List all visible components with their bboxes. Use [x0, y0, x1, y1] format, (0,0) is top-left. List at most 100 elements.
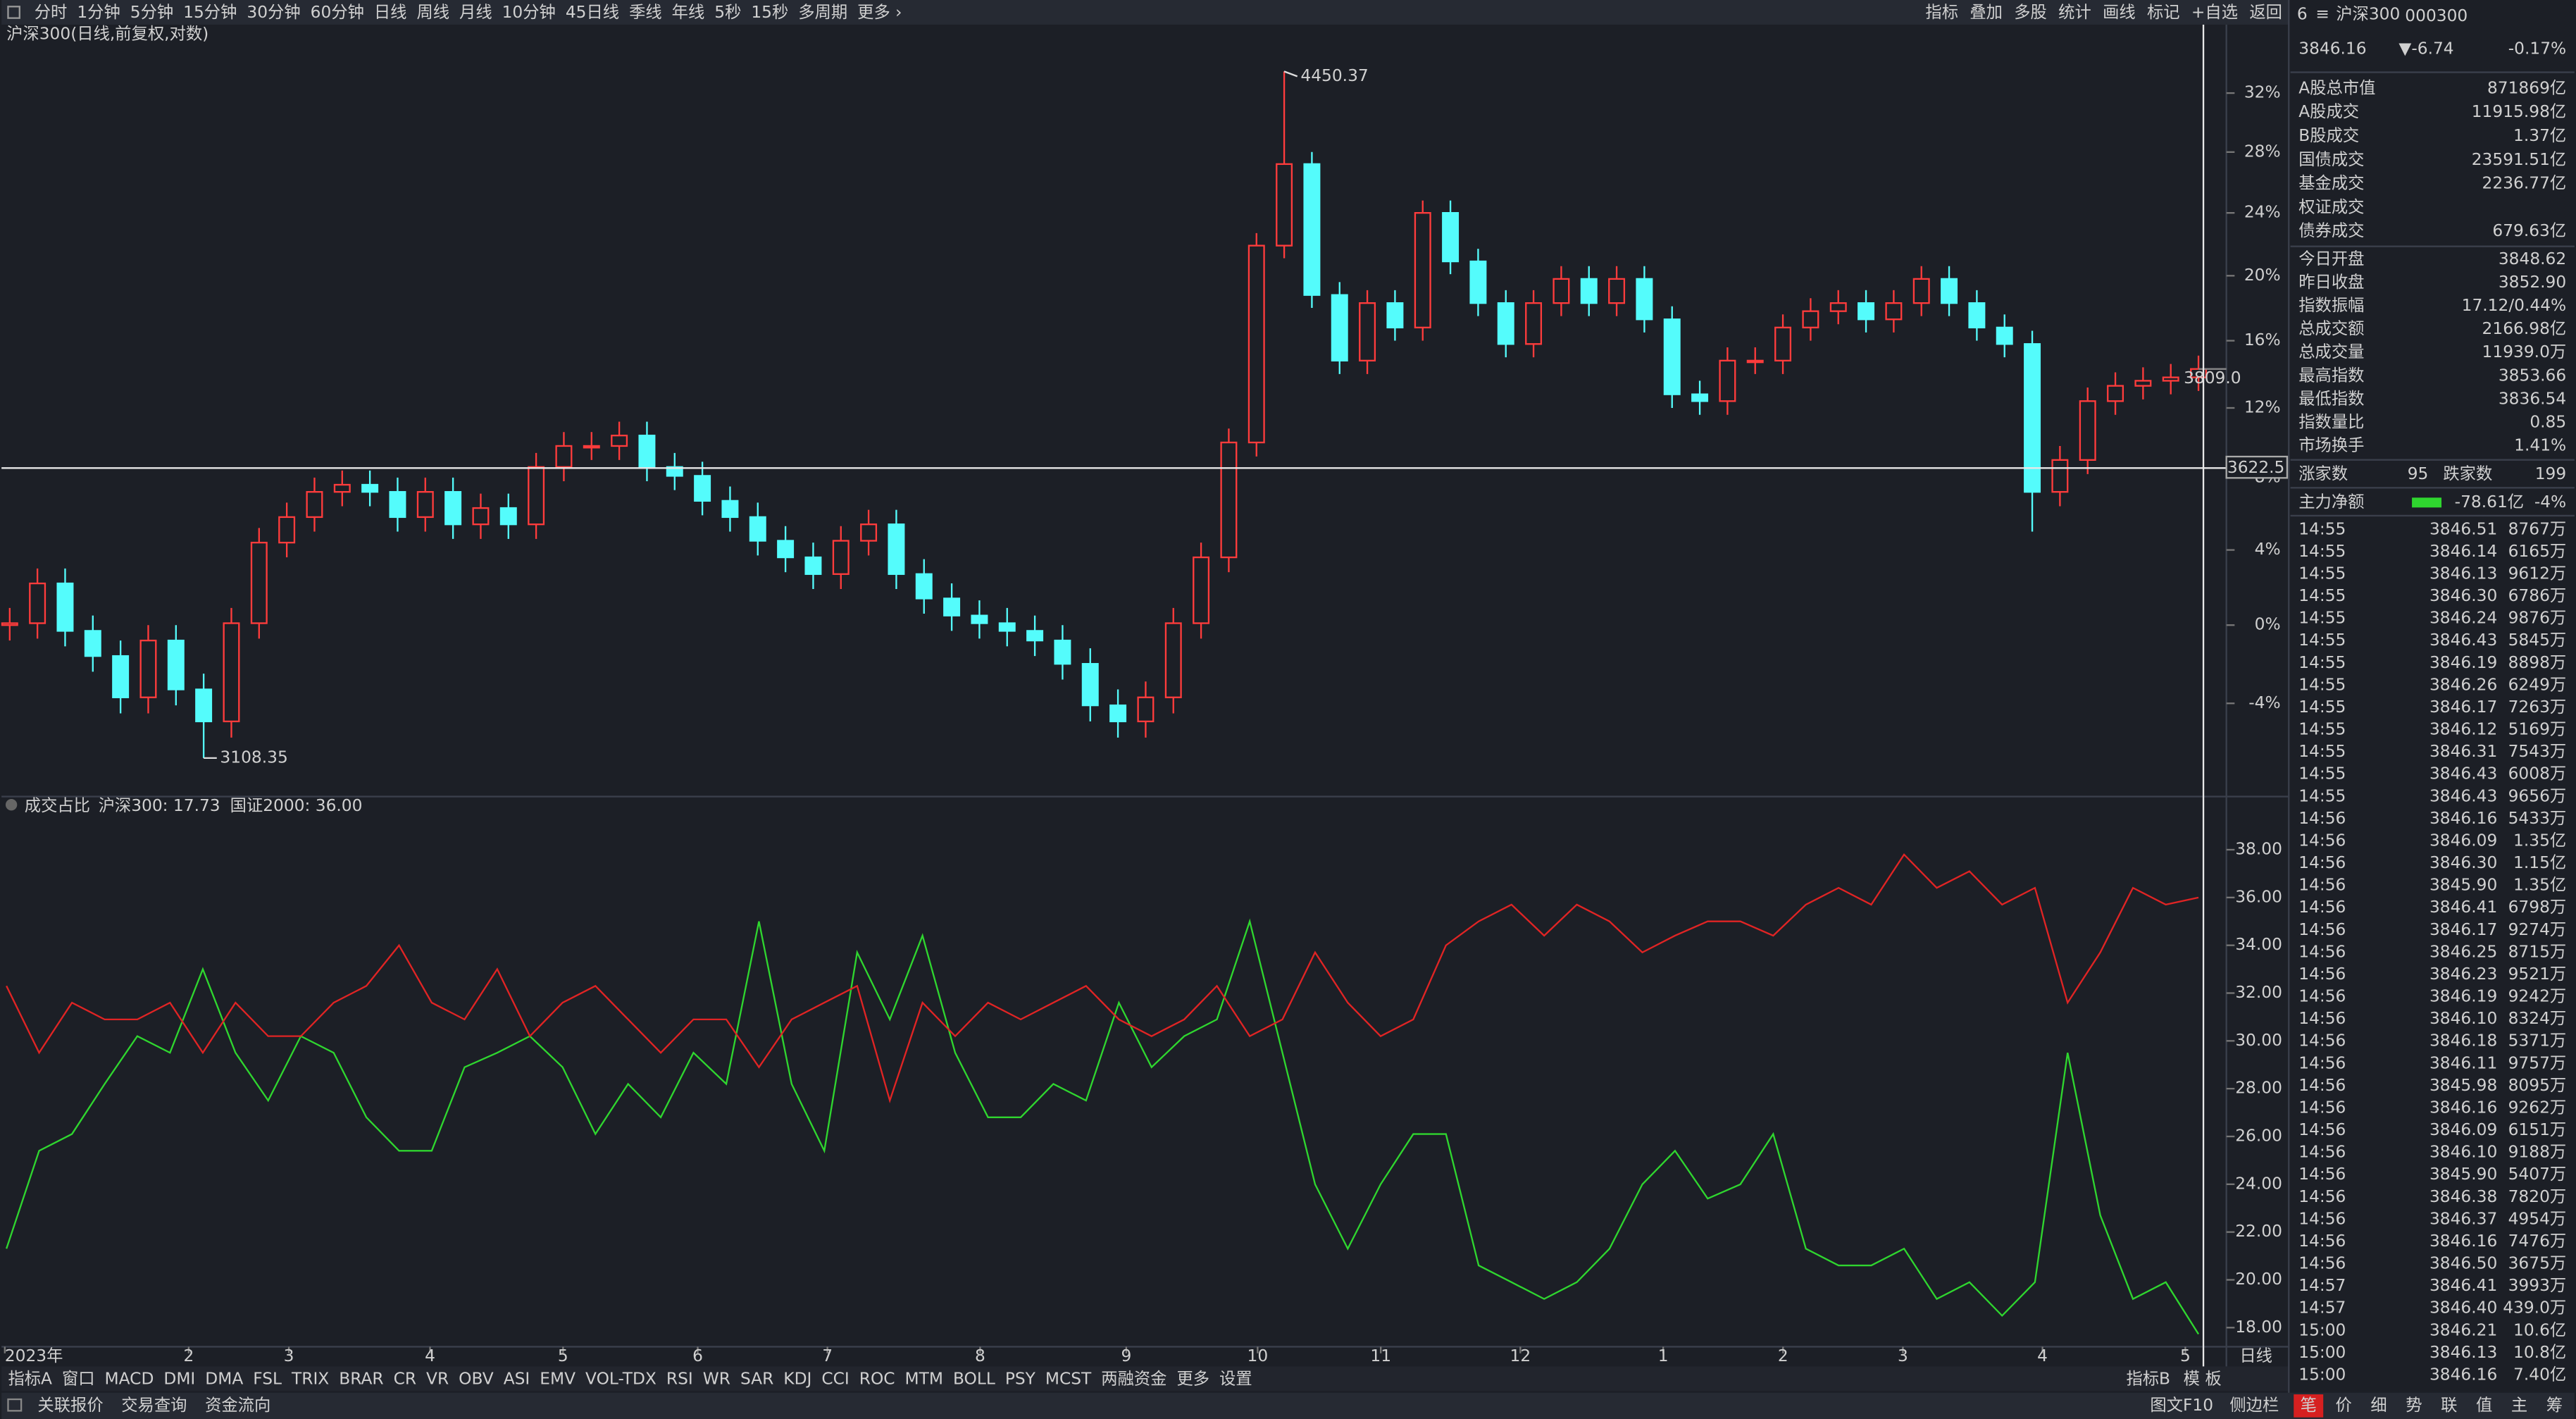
status-button[interactable]: 图文F10 — [2150, 1396, 2213, 1415]
indicator-tab[interactable]: VR — [426, 1370, 449, 1389]
tool-button[interactable]: 画线 — [2103, 3, 2136, 22]
indicator-tab[interactable]: 模 板 — [2184, 1370, 2222, 1389]
candle-body — [472, 507, 490, 526]
status-button[interactable]: 交易查询 — [121, 1396, 187, 1415]
tool-button[interactable]: +自选 — [2191, 3, 2238, 22]
indicator-tab[interactable]: RSI — [666, 1370, 693, 1389]
period-tab[interactable]: 45日线 — [566, 3, 619, 22]
status-button[interactable]: 资金流向 — [205, 1396, 270, 1415]
indicator-tab[interactable]: WR — [703, 1370, 730, 1389]
period-tab[interactable]: 季线 — [629, 3, 662, 22]
tick-time: 14:56 — [2298, 831, 2346, 850]
period-tab[interactable]: 周线 — [416, 3, 449, 22]
side-tab[interactable]: 值 — [2476, 1396, 2492, 1415]
indicator-tab[interactable]: CR — [394, 1370, 416, 1389]
period-tab[interactable]: 1分钟 — [77, 3, 120, 22]
tick-price: 3846.38 — [2429, 1187, 2497, 1206]
indicator-tab[interactable]: CCI — [821, 1370, 849, 1389]
tool-button[interactable]: 标记 — [2147, 3, 2180, 22]
candle-body — [2162, 376, 2179, 382]
period-tab[interactable]: 更多 › — [857, 3, 902, 22]
candle-body — [444, 490, 462, 526]
side-tab[interactable]: 价 — [2335, 1396, 2351, 1415]
last-price-label: 3809.0 — [2184, 368, 2241, 388]
stat-label: 指数量比 — [2298, 413, 2364, 432]
indicator-tab[interactable]: ROC — [859, 1370, 895, 1389]
indicator-tab[interactable]: FSL — [253, 1370, 282, 1389]
indicator-tab[interactable]: VOL-TDX — [585, 1370, 657, 1389]
period-tab[interactable]: 月线 — [459, 3, 492, 22]
candle-body — [2051, 459, 2069, 493]
candle-body — [1802, 310, 1819, 329]
period-tab[interactable]: 15秒 — [751, 3, 788, 22]
indicator-tab[interactable]: MACD — [105, 1370, 154, 1389]
candle-body — [1026, 630, 1044, 642]
period-tab[interactable]: 5秒 — [714, 3, 741, 22]
side-tab[interactable]: 势 — [2406, 1396, 2422, 1415]
candle-body — [1829, 302, 1847, 312]
period-tab[interactable]: 多周期 — [798, 3, 847, 22]
tick-time: 14:55 — [2298, 586, 2346, 605]
indicator-tab[interactable]: DMA — [205, 1370, 243, 1389]
candle-body — [499, 507, 517, 526]
tick-time: 14:56 — [2298, 1254, 2346, 1273]
flow-pct: -4% — [2534, 492, 2566, 512]
indicator-tab[interactable]: 设置 — [1219, 1370, 1252, 1389]
indicator-tab[interactable]: 窗口 — [62, 1370, 95, 1389]
period-tab[interactable]: 15分钟 — [183, 3, 237, 22]
candle-body — [694, 475, 711, 502]
indicator-tab[interactable]: MTM — [905, 1370, 943, 1389]
candle-body — [1608, 278, 1626, 304]
menu-icon[interactable]: ≡ — [2315, 4, 2329, 23]
tick-time: 14:55 — [2298, 786, 2346, 805]
tick-volume: 7.40亿 — [2513, 1365, 2566, 1384]
indicator-tab[interactable]: PSY — [1005, 1370, 1036, 1389]
side-tab[interactable]: 笔 — [2301, 1396, 2317, 1415]
indicator-tab[interactable]: 两融资金 — [1101, 1370, 1166, 1389]
period-tab[interactable]: 年线 — [672, 3, 705, 22]
candle-body — [1553, 278, 1570, 304]
period-tab[interactable]: 30分钟 — [247, 3, 300, 22]
indicator-tab[interactable]: MCST — [1045, 1370, 1092, 1389]
last-price: 3846.16 — [2298, 39, 2366, 58]
tick-time: 14:56 — [2298, 987, 2346, 1006]
period-tab[interactable]: 5分钟 — [130, 3, 173, 22]
side-tab[interactable]: 筹 — [2546, 1396, 2563, 1415]
tick-time: 14:55 — [2298, 675, 2346, 694]
side-tab[interactable]: 主 — [2511, 1396, 2527, 1415]
indicator-tab[interactable]: TRIX — [291, 1370, 329, 1389]
indicator-tab[interactable]: BRAR — [339, 1370, 383, 1389]
indicator-tab[interactable]: KDJ — [783, 1370, 811, 1389]
tick-volume: 8898万 — [2508, 653, 2567, 672]
tick-volume: 6151万 — [2508, 1120, 2567, 1139]
status-button[interactable]: 侧边栏 — [2229, 1396, 2279, 1415]
indicator-tab[interactable]: EMV — [540, 1370, 575, 1389]
indicator-tab[interactable]: BOLL — [953, 1370, 995, 1389]
stat-value: 3852.90 — [2499, 273, 2566, 292]
indicator-tab[interactable]: 更多 — [1176, 1370, 1209, 1389]
side-tab[interactable]: 细 — [2370, 1396, 2387, 1415]
indicator-tab[interactable]: ASI — [504, 1370, 530, 1389]
tool-button[interactable]: 统计 — [2058, 3, 2091, 22]
status-button[interactable]: 关联报价 — [37, 1396, 103, 1415]
period-tab[interactable]: 分时 — [35, 3, 68, 22]
tick-price: 3846.30 — [2429, 853, 2497, 872]
menu-icon — [7, 6, 20, 19]
tool-button[interactable]: 指标 — [1925, 3, 1958, 22]
candle-body — [56, 582, 74, 632]
indicator-tab[interactable]: 指标A — [8, 1370, 52, 1389]
candle-body — [1414, 211, 1431, 329]
period-tab[interactable]: 60分钟 — [311, 3, 364, 22]
indicator-tab[interactable]: DMI — [163, 1370, 195, 1389]
indicator-tab[interactable]: 指标B — [2126, 1370, 2170, 1389]
indicator-tab[interactable]: SAR — [740, 1370, 773, 1389]
tool-button[interactable]: 多股 — [2014, 3, 2047, 22]
tool-button[interactable]: 返回 — [2249, 3, 2282, 22]
side-tab[interactable]: 联 — [2441, 1396, 2457, 1415]
stat-value: 2166.98亿 — [2482, 319, 2567, 338]
period-tab[interactable]: 10分钟 — [502, 3, 556, 22]
period-tab[interactable]: 日线 — [374, 3, 407, 22]
y-tick-label: 20.00 — [2235, 1270, 2282, 1289]
tool-button[interactable]: 叠加 — [1970, 3, 2003, 22]
indicator-tab[interactable]: OBV — [459, 1370, 494, 1389]
